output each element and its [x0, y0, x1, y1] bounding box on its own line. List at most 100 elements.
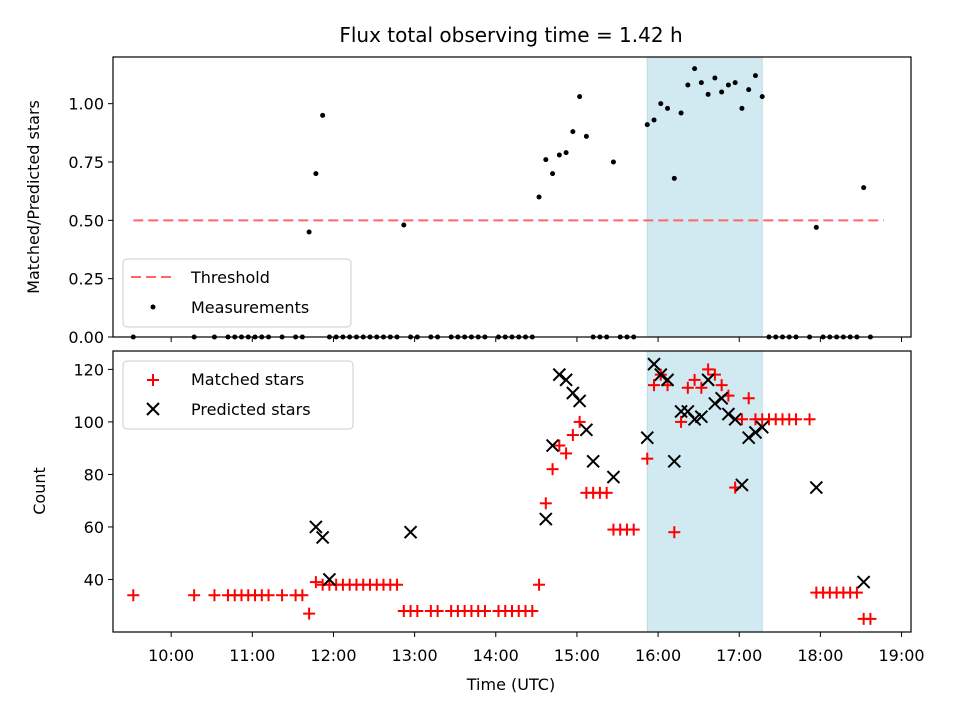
measurement-point [536, 194, 542, 200]
predicted-star-point [694, 409, 709, 424]
x-tick-label: 11:00 [229, 646, 275, 665]
matched-star-point [431, 604, 444, 617]
bottom-y-tick-label: 100 [73, 413, 104, 432]
predicted-star-point [322, 572, 337, 587]
top-panel: 0.00 0.25 0.50 0.75 1.00 Matched/Predicted s… [24, 56, 912, 347]
measurement-point [719, 89, 725, 95]
top-legend-box [122, 258, 352, 328]
measurements-legend-swatch [150, 304, 156, 310]
matched-star-point [539, 497, 552, 510]
predicted-star-point [559, 373, 573, 387]
matched-star-point [850, 586, 863, 599]
predicted-star-point [714, 391, 729, 405]
matched-star-point [675, 415, 688, 428]
predicted-star-point [606, 470, 621, 484]
measurement-point [739, 105, 745, 111]
measurement-point [570, 129, 576, 135]
matched-star-point [208, 589, 221, 602]
matched-star-point [296, 589, 309, 602]
predicted-star-point [315, 530, 330, 545]
matched-star-point [309, 576, 322, 589]
bottom-x-axis: 10:00 11:00 12:00 13:00 14:00 15:00 16:00 17:00… [148, 632, 925, 665]
predicted-star-point [552, 367, 567, 382]
predicted-star-point [856, 575, 871, 589]
predicted-star-point [755, 420, 769, 434]
matched-star-point [715, 379, 728, 392]
matched-star-point [641, 452, 654, 465]
x-tick-label: 15:00 [554, 646, 600, 665]
measurement-point [610, 159, 616, 165]
measurement-point [685, 82, 691, 88]
predicted-star-point [667, 454, 682, 469]
x-tick-label: 14:00 [473, 646, 519, 665]
top-y-tick-label: 0.50 [68, 211, 104, 230]
matched-star-point [648, 379, 661, 392]
matched-star-point [391, 578, 404, 591]
measurement-point [671, 175, 677, 181]
bottom-y-tick-label: 60 [84, 518, 104, 537]
measurement-point [320, 112, 326, 118]
measurement-point [543, 157, 549, 163]
measurement-point [705, 91, 711, 97]
x-tick-label: 13:00 [392, 646, 438, 665]
matched-star-point [533, 578, 546, 591]
top-y-axis-label: Matched/Predicted stars [24, 100, 43, 294]
measurement-point [556, 152, 562, 158]
matched-star-point [702, 363, 715, 376]
top-x-ticks [170, 337, 903, 342]
measurements-legend-label: Measurements [191, 298, 309, 317]
bottom-plot-marks [127, 357, 877, 625]
predicted-star-point [660, 373, 675, 387]
matched-star-point [478, 604, 491, 617]
matched-star-point [127, 589, 140, 602]
predicted-star-point [647, 357, 661, 371]
predicted-star-point [403, 525, 418, 539]
predicted-star-point [586, 454, 600, 469]
matched-star-point [553, 439, 566, 452]
predicted-star-point [309, 520, 323, 534]
measurement-point [752, 73, 758, 79]
measurement-point [577, 94, 583, 100]
measurement-point [712, 75, 718, 81]
predicted-star-point [735, 478, 749, 492]
matched-star-point [411, 604, 424, 617]
predicted-star-point [579, 423, 594, 437]
matched-star-point [262, 589, 275, 602]
bottom-y-axis-label: Count [30, 467, 49, 515]
bottom-y-tick-label: 40 [84, 570, 104, 589]
bottom-plot-frame [112, 350, 912, 633]
x-tick-label: 10:00 [148, 646, 194, 665]
measurement-point [732, 80, 738, 86]
top-y-axis: 0.00 0.25 0.50 0.75 1.00 [68, 95, 113, 347]
x-tick-label: 16:00 [635, 646, 681, 665]
measurement-point [313, 171, 319, 177]
top-y-tick-label: 1.00 [68, 95, 104, 114]
matched-star-point [735, 413, 748, 426]
top-y-tick-label: 0.00 [68, 328, 104, 347]
matched-star-point [695, 381, 708, 394]
matched-star-point [668, 526, 681, 539]
predicted-star-point [539, 512, 553, 526]
x-tick-label: 19:00 [878, 646, 924, 665]
threshold-legend-label: Threshold [190, 268, 270, 287]
bottom-y-axis: 40 60 80 100 120 [73, 360, 113, 589]
measurement-point [759, 94, 765, 100]
predicted-star-point [572, 394, 587, 408]
x-axis-label: Time (UTC) [466, 675, 555, 694]
matched-star-point [600, 486, 613, 499]
measurement-point [401, 222, 407, 228]
bottom-legend-box [122, 360, 354, 430]
predicted-legend-label: Predicted stars [191, 400, 311, 419]
matched-star-point [566, 429, 579, 442]
measurement-point [665, 105, 671, 111]
predicted-star-point [748, 425, 763, 440]
matched-star-point [188, 589, 201, 602]
predicted-star-point [545, 438, 560, 453]
top-y-tick-label: 0.75 [68, 153, 104, 172]
predicted-star-point [728, 412, 742, 426]
measurement-point [563, 150, 569, 156]
top-y-tick-label: 0.25 [68, 270, 104, 289]
bottom-panel: 40 60 80 100 120 10:00 11:00 12:00 13:00 14:00 15… [30, 350, 925, 694]
matched-star-point [864, 612, 877, 625]
